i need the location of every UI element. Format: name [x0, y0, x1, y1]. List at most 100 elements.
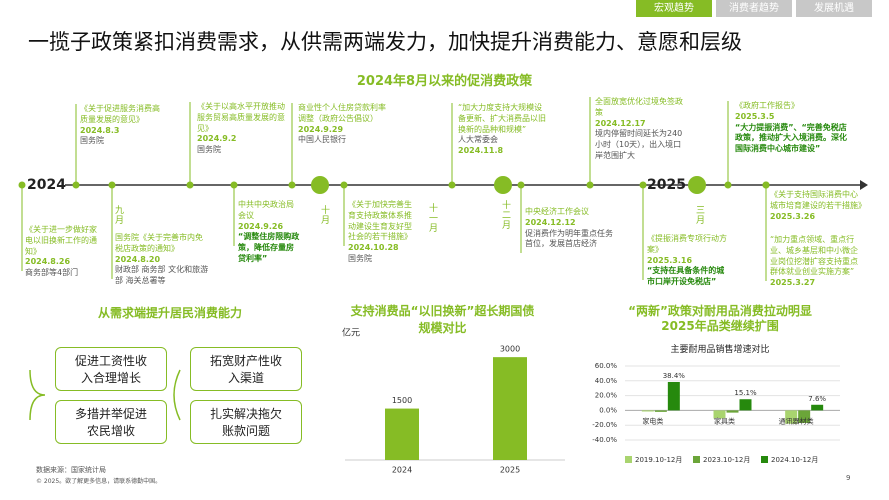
legend-swatch: [625, 456, 632, 463]
event-text: 人大常委会: [458, 135, 498, 145]
bar: [713, 410, 726, 419]
event-text: 2024.8.20: [115, 254, 161, 264]
bar: [493, 357, 527, 460]
event-text: “加力重点领域、重点行业、城乡基层和中小微企业岗位挖潜扩容支持重点群体就业创业实…: [770, 235, 858, 277]
tab[interactable]: 消费者趋势: [716, 0, 792, 17]
timeline-event: 中共中央政治局会议 2024.9.26 “调整住房限购政策，降低存量房贷利率”: [238, 200, 300, 265]
x-tick-label: 2024: [392, 466, 412, 475]
event-text: “大力提振消费”、“完善免税店政策，推动扩大入境消费。深化国际消费中心城市建设”: [735, 122, 847, 154]
chart-heading: “两新”政策对耐用品消费拉动明显: [628, 304, 812, 318]
event-text: 2025.3.5: [735, 111, 775, 121]
y-tick-label: 20.0%: [595, 392, 618, 400]
event-text: 《关于以高水平开放推动服务贸易高质量发展的意见》: [197, 102, 285, 133]
bar: [726, 410, 739, 413]
y-tick-label: -40.0%: [592, 436, 617, 444]
y-tick-label: 0.0%: [599, 406, 617, 414]
chart-heading: 2025年品类继续扩围: [661, 319, 779, 333]
policy-box: 促进工资性收入合理增长: [55, 347, 167, 391]
event-text: 《提振消费专项行动方案》: [647, 234, 727, 254]
x-tick-label: 通讯器材类: [779, 416, 814, 425]
x-tick-label: 2025: [500, 466, 520, 475]
event-text: 《关于进一步做好家电以旧换新工作的通知》: [25, 225, 97, 256]
policy-box: 拓宽财产性收入渠道: [190, 347, 302, 391]
timeline-dot: [288, 181, 296, 189]
event-text: 2024.10.28: [348, 243, 399, 253]
x-tick-label: 家电类: [642, 416, 663, 425]
timeline-dot: [186, 181, 194, 189]
legend-swatch: [693, 456, 700, 463]
bar: [739, 399, 752, 411]
event-text: 国务院: [80, 136, 104, 146]
event-text: 2024.12.12: [525, 217, 576, 227]
event-text: 2025.3.26: [770, 211, 816, 221]
year-label: 2024: [27, 177, 66, 193]
x-tick-label: 家具类: [714, 416, 735, 425]
bar: [641, 410, 654, 412]
value-label: 1500: [392, 396, 412, 405]
month-label: 十一月: [427, 203, 437, 233]
event-text: 财政部 商务部 文化和旅游部 海关总署等: [115, 265, 209, 286]
event-text: 国务院: [197, 145, 221, 155]
legend-swatch: [761, 456, 768, 463]
event-text: 商业性个人住房贷款利率调整（政府公告倡议）: [298, 103, 386, 123]
timeline-node: [494, 176, 512, 194]
event-text: 2024.8.26: [25, 257, 71, 267]
timeline-event: “加大力度支持大规模设备更新、扩大消费品以旧换新的品种和规模” 人大常委会 2024…: [458, 103, 550, 157]
bar: [667, 381, 680, 411]
timeline-dot: [340, 181, 348, 189]
event-text: 2025.3.16: [647, 255, 693, 265]
timeline-dot: [724, 181, 732, 189]
tab[interactable]: 宏观趋势: [636, 0, 712, 17]
y-tick-label: 60.0%: [595, 362, 618, 370]
event-text: “调整住房限购政策，降低存量房贷利率”: [238, 232, 300, 263]
value-label: 15.1%: [734, 389, 757, 397]
bar: [811, 404, 824, 411]
event-text: 2024.11.8: [458, 146, 504, 156]
timeline-event: “加力重点领域、重点行业、城乡基层和中小微企业岗位挖潜扩容支持重点群体就业创业实…: [770, 235, 865, 289]
policy-box: 扎实解决拖欠账款问题: [190, 400, 302, 444]
timeline-event: 国务院《关于完善市内免税店政策的通知》 2024.8.20 财政部 商务部 文化和旅…: [115, 233, 210, 287]
event-text: 2024.12.17: [595, 118, 646, 128]
event-text: 2024.8.3: [80, 125, 120, 135]
y-tick-label: -20.0%: [592, 421, 617, 429]
legend-label: 2024.10-12月: [771, 456, 818, 464]
timeline-event: 《关于进一步做好家电以旧换新工作的通知》 2024.8.26 商务部等4部门: [25, 225, 103, 279]
source: 数据来源：国家统计局: [36, 466, 106, 474]
value-label: 7.6%: [808, 395, 826, 403]
page-title: 一揽子政策紧扣消费需求，从供需两端发力，加快提升消费能力、意愿和层级: [28, 30, 742, 54]
event-text: 《政府工作报告》: [735, 101, 799, 110]
event-text: 《关于支持国际消费中心城市培育建设的若干措施》: [770, 190, 866, 210]
event-text: 2024.9.26: [238, 221, 284, 231]
event-text: 中国人民银行: [298, 135, 346, 145]
legend-label: 2023.10-12月: [703, 456, 750, 464]
event-text: “支持在具备条件的城市口岸开设免税店”: [647, 266, 725, 287]
bracket: [29, 369, 46, 421]
timeline-dot: [762, 181, 770, 189]
tab[interactable]: 发展机遇: [796, 0, 872, 17]
chart-title: 支持消费品“以旧换新”超长期国债规模对比: [350, 304, 535, 335]
page-number: 9: [846, 474, 851, 482]
timeline-node: [688, 176, 706, 194]
timeline-arrow: [860, 180, 868, 190]
event-text: 促消费作为明年重点任务首位，发展首店经济: [525, 228, 613, 249]
event-text: 2025.3.27: [770, 278, 816, 288]
chart-title: 主要耐用品销售增速对比: [670, 345, 770, 355]
event-text: 中央经济工作会议: [525, 207, 589, 216]
event-text: “加大力度支持大规模设备更新、扩大消费品以旧换新的品种和规模”: [458, 103, 546, 134]
month-label: 九月: [113, 205, 123, 225]
timeline-event: 《关于以高水平开放推动服务贸易高质量发展的意见》 2024.9.2 国务院: [197, 102, 285, 156]
y-axis-label: 亿元: [342, 327, 360, 339]
legend-label: 2019.10-12月: [635, 456, 682, 464]
event-text: 2024.9.29: [298, 124, 344, 134]
event-text: 境内停留时间延长为240小时（10天），出入境口岸范围扩大: [595, 129, 683, 160]
event-text: 中共中央政治局会议: [238, 200, 294, 220]
policy-box: 多措并举促进农民增收: [55, 400, 167, 444]
timeline-event: 商业性个人住房贷款利率调整（政府公告倡议） 2024.9.29 中国人民银行: [298, 103, 390, 146]
y-tick-label: 40.0%: [595, 377, 618, 385]
bar: [385, 408, 419, 460]
timeline-event: 《关于加快完善生育支持政策体系推动建设生育友好型社会的若干措施》 2024.10.…: [348, 200, 414, 265]
timeline-dot: [639, 181, 647, 189]
month-label: 十月: [319, 205, 329, 225]
event-text: 《关于加快完善生育支持政策体系推动建设生育友好型社会的若干措施》: [348, 200, 412, 242]
event-text: 商务部等4部门: [25, 268, 79, 278]
